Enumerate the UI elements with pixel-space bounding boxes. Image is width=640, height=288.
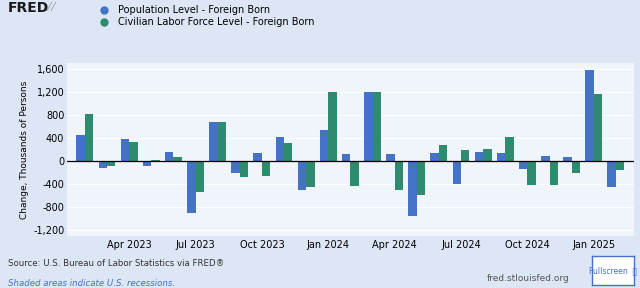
Bar [298, 161, 306, 190]
Bar [461, 150, 469, 161]
Bar [284, 143, 292, 161]
Bar [431, 153, 439, 161]
Bar [497, 153, 505, 161]
Bar [372, 92, 381, 161]
Bar [483, 149, 492, 161]
Bar [165, 152, 173, 161]
Bar [240, 161, 248, 177]
Bar [519, 161, 527, 169]
Bar [572, 161, 580, 173]
Legend: Population Level - Foreign Born, Civilian Labor Force Level - Foreign Born: Population Level - Foreign Born, Civilia… [95, 5, 314, 27]
Bar [253, 153, 262, 161]
Bar [328, 92, 337, 161]
Bar [364, 92, 372, 161]
Bar [121, 139, 129, 161]
Bar [276, 137, 284, 161]
Bar [351, 161, 359, 186]
Y-axis label: Change, Thousands of Persons: Change, Thousands of Persons [20, 81, 29, 219]
Bar [262, 161, 270, 176]
Bar [173, 157, 182, 161]
Bar [550, 161, 558, 185]
Bar [541, 156, 550, 161]
Bar [439, 145, 447, 161]
Bar [563, 157, 572, 161]
Bar [417, 161, 425, 195]
Bar [232, 161, 240, 173]
Bar [99, 161, 107, 168]
Bar [320, 130, 328, 161]
Text: fred.stlouisfed.org: fred.stlouisfed.org [486, 274, 569, 283]
Text: Shaded areas indicate U.S. recessions.: Shaded areas indicate U.S. recessions. [8, 279, 175, 288]
Bar [77, 135, 85, 161]
Bar [607, 161, 616, 187]
Bar [129, 142, 138, 161]
Bar [187, 161, 196, 213]
Bar [342, 154, 351, 161]
Bar [452, 161, 461, 184]
Bar [475, 152, 483, 161]
Text: FRED: FRED [8, 1, 49, 16]
Bar [408, 161, 417, 216]
Bar [594, 94, 602, 161]
Bar [527, 161, 536, 185]
Bar [107, 161, 115, 166]
Text: ╱╱: ╱╱ [46, 1, 56, 11]
Bar [143, 161, 151, 166]
Bar [209, 122, 218, 161]
Text: Fullscreen  ⤢: Fullscreen ⤢ [589, 266, 637, 275]
Bar [306, 161, 314, 187]
Bar [387, 154, 395, 161]
Bar [85, 114, 93, 161]
Text: Source: U.S. Bureau of Labor Statistics via FRED®: Source: U.S. Bureau of Labor Statistics … [8, 259, 224, 268]
Bar [586, 70, 594, 161]
Bar [395, 161, 403, 190]
Bar [616, 161, 624, 170]
Bar [196, 161, 204, 192]
Bar [218, 122, 226, 161]
Bar [151, 160, 160, 161]
Bar [505, 137, 514, 161]
